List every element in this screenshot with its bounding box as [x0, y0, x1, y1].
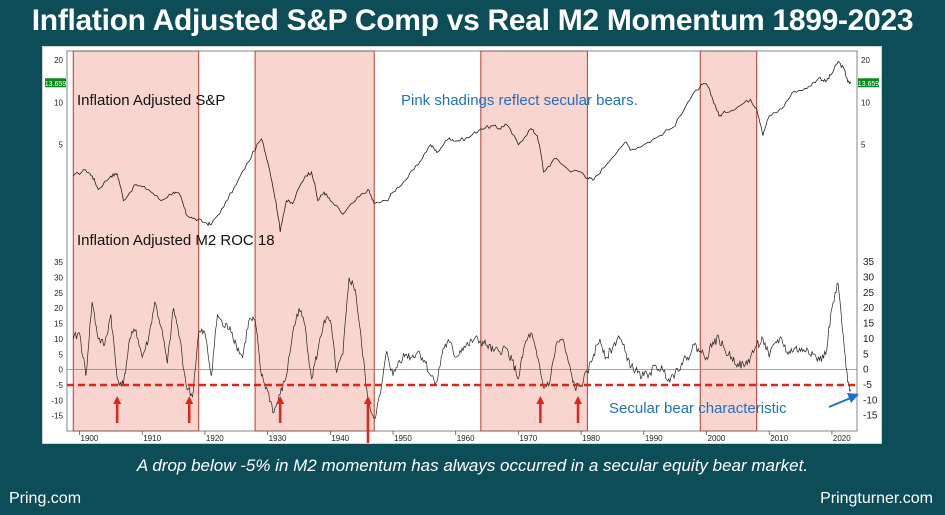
footer-site-right: Pringturner.com — [820, 490, 933, 507]
sp-series-line — [72, 60, 852, 232]
shade-band-0 — [72, 50, 200, 432]
last-value-badge-right — [858, 78, 879, 88]
m2-panel — [67, 277, 857, 420]
sp-panel-label: Inflation Adjusted S&P — [77, 92, 225, 109]
last-value-label-right: 13.659 — [858, 81, 880, 88]
red-arrow-head-4 — [536, 396, 545, 404]
lower-y-tick-left-30: 30 — [54, 274, 63, 283]
x-tick-label-1970: 1970 — [519, 434, 537, 443]
shade-band-3 — [699, 50, 758, 432]
upper-y-tick-left-20: 20 — [54, 56, 63, 65]
upper-y-tick-left-5: 5 — [59, 141, 64, 150]
lower-y-tick-left--15: -15 — [51, 412, 63, 421]
red-arrow-head-5 — [573, 396, 582, 404]
lower-y-tick-right--5: -5 — [863, 380, 872, 391]
x-tick-label-1940: 1940 — [331, 434, 349, 443]
x-tick-label-1910: 1910 — [143, 434, 161, 443]
lower-y-tick-left-25: 25 — [54, 289, 63, 298]
blue-arrow-head — [847, 393, 859, 403]
lower-y-tick-right--15: -15 — [863, 411, 878, 422]
x-tick-label-1930: 1930 — [269, 434, 287, 443]
chart-plot: 1900 1910 1920 1930 1940 1950 1960 1970 1980 1990… — [45, 50, 880, 443]
footer-site-left: Pring.com — [9, 490, 82, 507]
upper-y-tick-right-10: 10 — [861, 98, 870, 107]
x-tick-label-2000: 2000 — [708, 434, 726, 443]
lower-y-tick-right-35: 35 — [863, 257, 875, 268]
lower-y-tick-right-5: 5 — [863, 349, 869, 360]
chart-frame: 1900 1910 1920 1930 1940 1950 1960 1970 1980 1990… — [42, 46, 882, 444]
lower-y-tick-right-15: 15 — [863, 319, 875, 330]
chart-axes: 1900 1910 1920 1930 1940 1950 1960 1970 1980 1990… — [45, 50, 880, 443]
lower-y-tick-left-0: 0 — [59, 366, 64, 375]
red-arrow-head-0 — [113, 396, 122, 404]
lower-y-tick-left-35: 35 — [54, 258, 63, 267]
lower-y-tick-left-15: 15 — [54, 320, 63, 329]
chart-title: Inflation Adjusted S&P Comp vs Real M2 M… — [31, 4, 914, 37]
x-tick-label-1950: 1950 — [394, 434, 412, 443]
m2-panel-label: Inflation Adjusted M2 ROC 18 — [77, 232, 275, 249]
blue-arrow-shaft — [828, 396, 854, 408]
lower-y-tick-right-30: 30 — [863, 273, 875, 284]
upper-y-tick-left-10: 10 — [54, 98, 63, 107]
lower-y-tick-right-20: 20 — [863, 303, 875, 314]
x-tick-label-1920: 1920 — [206, 434, 224, 443]
m2-series-line — [72, 277, 852, 420]
upper-y-tick-right-5: 5 — [861, 141, 866, 150]
x-tick-label-2010: 2010 — [770, 434, 788, 443]
red-arrow-head-3 — [363, 396, 372, 404]
lower-y-tick-left--10: -10 — [51, 396, 63, 405]
red-arrow-head-2 — [276, 396, 285, 404]
chart-caption: A drop below -5% in M2 momentum has alwa… — [136, 456, 809, 475]
secular-bear-annotation: Secular bear characteristic — [609, 400, 787, 417]
lower-y-tick-right-10: 10 — [863, 334, 875, 345]
shade-band-1 — [254, 50, 375, 432]
lower-y-tick-left-20: 20 — [54, 304, 63, 313]
x-tick-label-1990: 1990 — [645, 434, 663, 443]
plot-border — [66, 50, 858, 432]
x-tick-label-1960: 1960 — [457, 434, 475, 443]
lower-y-tick-right-0: 0 — [863, 365, 869, 376]
last-value-badge-left — [45, 78, 66, 88]
lower-y-tick-left-5: 5 — [59, 350, 64, 359]
last-value-label-left: 13.659 — [45, 81, 67, 88]
x-tick-label-2020: 2020 — [833, 434, 851, 443]
lower-y-tick-right-25: 25 — [863, 288, 875, 299]
red-arrow-head-1 — [185, 396, 194, 404]
chart-annotations: Inflation Adjusted S&P Inflation Adjusted… — [77, 92, 859, 443]
x-tick-label-1980: 1980 — [582, 434, 600, 443]
sp-panel — [72, 60, 852, 232]
lower-y-tick-right--10: -10 — [863, 395, 878, 406]
shading-annotation: Pink shadings reflect secular bears. — [401, 92, 638, 109]
lower-y-tick-left-10: 10 — [54, 335, 63, 344]
x-tick-label-1900: 1900 — [81, 434, 99, 443]
upper-y-tick-right-20: 20 — [861, 56, 870, 65]
lower-y-tick-left--5: -5 — [56, 381, 64, 390]
